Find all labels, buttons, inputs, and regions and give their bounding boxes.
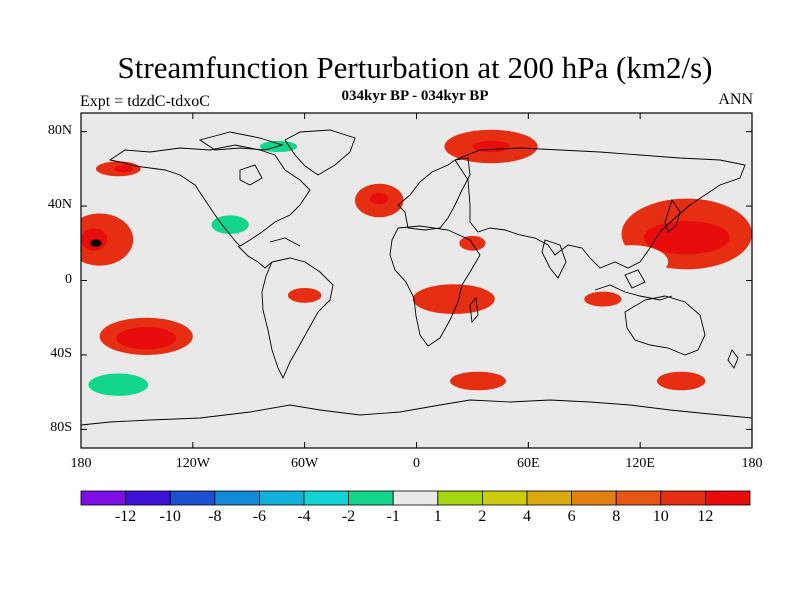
colorbar-label: -10 xyxy=(159,508,181,525)
coastline-north-america xyxy=(108,144,311,247)
colorbar-swatch xyxy=(214,490,260,506)
chart-title: Streamfunction Perturbation at 200 hPa (… xyxy=(117,50,713,85)
coastline-south-america xyxy=(261,257,334,380)
colorbar-label: 8 xyxy=(612,508,621,525)
coastline-asia xyxy=(454,147,746,269)
anomaly-region xyxy=(116,327,177,350)
anomaly-region xyxy=(593,245,669,279)
anomaly-region xyxy=(369,193,389,205)
colorbar-swatch xyxy=(169,490,216,506)
anomaly-region xyxy=(287,287,322,303)
colorbar-swatch xyxy=(437,490,483,506)
colorbar-label: 4 xyxy=(523,508,531,525)
anomaly-region xyxy=(656,371,706,391)
x-tick-label: 0 xyxy=(413,456,420,471)
colorbar-swatch xyxy=(348,490,394,506)
colorbar-label: 2 xyxy=(478,508,487,525)
colorbar-label: -12 xyxy=(114,508,137,525)
x-tick-label: 60W xyxy=(291,456,319,471)
anomaly-region xyxy=(99,280,231,311)
coastline-new-zealand xyxy=(727,349,739,369)
colorbar-swatch xyxy=(125,490,171,506)
anomaly-region xyxy=(444,327,557,350)
coastline-australia xyxy=(624,295,706,356)
chart-subtitle: 034kyr BP - 034kyr BP xyxy=(341,88,489,104)
y-tick-label: 0 xyxy=(65,271,72,287)
colorbar-label: 6 xyxy=(567,508,576,525)
x-tick-label: 120E xyxy=(625,456,655,471)
anomaly-region xyxy=(224,187,348,262)
colorbar-label: 10 xyxy=(652,508,669,525)
coastline-indonesia xyxy=(594,284,673,301)
colorbar-swatch xyxy=(615,490,662,506)
x-tick-label: 60E xyxy=(517,456,540,471)
colorbar-label: 12 xyxy=(697,508,714,525)
colorbar-label: -8 xyxy=(208,508,222,525)
anomaly-region xyxy=(643,220,730,255)
coastline-africa xyxy=(389,225,481,347)
anomaly-region xyxy=(584,291,622,307)
colorbar-swatch xyxy=(526,490,572,506)
x-tick-label: 180 xyxy=(741,456,763,471)
colorbar-label: -4 xyxy=(297,508,311,525)
y-tick-label: 80S xyxy=(50,420,72,436)
coastline-caribbean xyxy=(269,237,301,247)
anomaly-region xyxy=(114,165,134,173)
anomaly-region xyxy=(330,131,383,147)
colorbar-label: 1 xyxy=(433,508,442,525)
coastline-antarctica xyxy=(81,399,752,426)
anomaly-region xyxy=(90,239,102,247)
anomaly-region xyxy=(412,284,495,314)
colorbar-label: -1 xyxy=(386,508,400,525)
colorbar-swatch xyxy=(258,490,305,506)
coastline-borneo xyxy=(624,269,646,289)
coastline-india xyxy=(541,239,567,279)
anomaly-region xyxy=(470,187,575,214)
experiment-label: Expt = tdzdC-tdxoC xyxy=(80,93,210,110)
anomaly-region xyxy=(450,371,506,391)
colorbar-swatch xyxy=(80,490,126,506)
colorbar-swatch xyxy=(660,490,706,506)
colorbar-swatch xyxy=(392,490,439,506)
x-tick-label: 120W xyxy=(175,456,210,471)
coastline-madagascar xyxy=(469,296,479,324)
colorbar-label: -2 xyxy=(341,508,356,525)
anomaly-region xyxy=(643,302,674,341)
colorbar-swatch xyxy=(705,490,751,506)
y-tick-label: 40S xyxy=(50,345,72,361)
anomaly-region xyxy=(81,228,108,251)
y-tick-label: 80N xyxy=(47,122,72,138)
colorbar-swatch xyxy=(481,490,528,506)
coastline-japan xyxy=(664,198,681,233)
coastline-hudson-bay xyxy=(239,164,263,186)
anomaly-region xyxy=(211,215,249,234)
anomaly-region xyxy=(198,247,244,277)
coastlines xyxy=(81,129,752,426)
colorbar-swatch xyxy=(303,490,349,506)
coastline-arctic-islands xyxy=(198,131,284,151)
colorbar-label: -6 xyxy=(252,508,267,525)
colorbar-swatch xyxy=(571,490,617,506)
season-label: ANN xyxy=(718,91,753,108)
coastline-greenland xyxy=(284,129,356,176)
coastline-europe xyxy=(397,157,471,231)
coastline-central-america xyxy=(237,245,273,269)
x-tick-label: 180 xyxy=(70,456,92,471)
anomaly-region xyxy=(88,373,149,396)
y-tick-label: 40N xyxy=(47,197,72,213)
